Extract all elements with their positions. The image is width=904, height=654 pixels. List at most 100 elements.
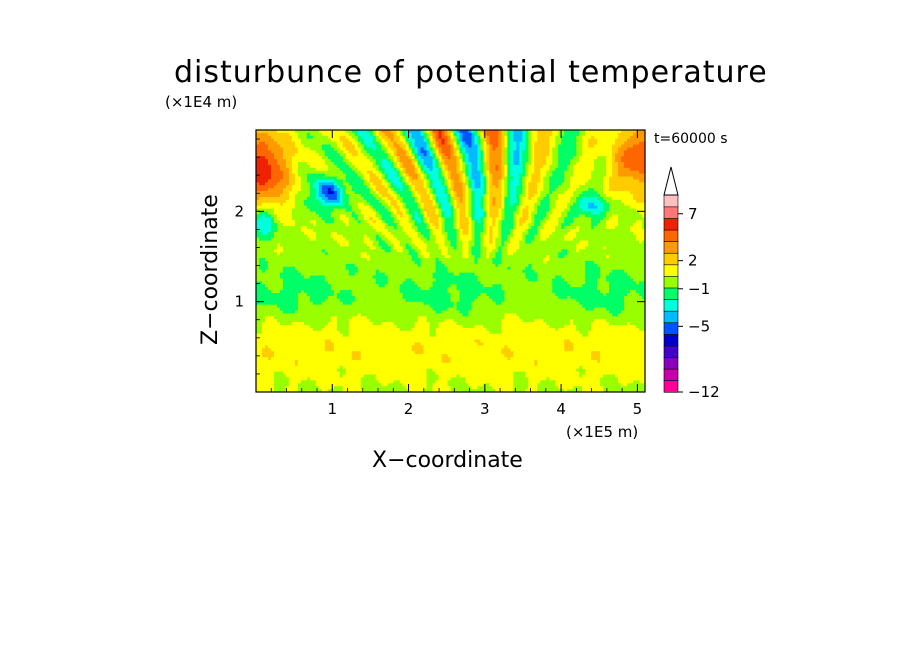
field-cell [456,182,461,186]
field-cell [342,208,347,213]
field-cell [525,132,529,137]
field-cell [633,167,637,172]
field-cell [579,130,583,134]
field-cell [573,147,577,151]
field-cell [336,226,341,230]
field-cell [501,234,505,239]
field-cell [498,205,502,210]
field-cell [327,217,332,221]
field-cell [258,188,263,192]
field-cell [285,147,290,151]
field-cell [519,199,523,204]
field-cell [357,231,362,236]
field-cell [642,144,645,149]
field-cell [372,185,377,189]
field-cell [366,208,371,213]
field-cell [408,150,413,154]
field-cell [384,132,389,137]
field-cell [375,220,380,224]
field-cell [522,135,526,140]
field-cell [558,159,562,163]
field-cell [555,231,559,236]
field-cell [627,141,631,146]
field-cell [264,220,269,224]
field-cell [375,226,380,230]
field-cell [256,194,260,198]
field-cell [288,167,293,172]
field-cell [546,179,550,183]
field-cell [300,162,305,166]
field-cell [315,240,320,245]
field-cell [351,164,356,169]
field-cell [456,188,461,192]
field-cell [633,214,637,218]
field-cell [288,188,293,192]
field-cell [384,211,389,216]
field-cell [621,211,625,216]
field-cell [600,220,604,224]
field-cell [627,226,631,230]
field-cell [438,179,443,183]
field-cell [444,132,449,137]
field-cell [399,211,404,216]
field-cell [489,182,493,186]
field-cell [303,170,308,175]
field-cell [546,150,550,154]
field-cell [474,170,479,175]
field-cell [549,130,553,134]
field-cell [432,205,437,210]
field-cell [564,130,568,134]
field-cell [279,199,284,204]
field-cell [336,179,341,183]
field-cell [606,199,610,204]
field-cell [366,185,371,189]
field-cell [444,156,449,160]
field-cell [552,138,556,143]
field-cell [444,220,449,224]
field-cell [477,156,482,160]
field-cell [348,164,353,169]
field-cell [405,156,410,160]
field-cell [522,199,526,204]
field-cell [405,231,410,236]
field-cell [291,226,296,230]
field-cell [519,173,523,178]
field-cell [531,228,535,233]
field-cell [504,173,508,178]
field-cell [606,130,610,134]
field-cell [486,150,490,154]
field-cell [459,182,464,186]
field-cell [615,234,619,239]
field-cell [480,138,485,143]
field-cell [543,202,547,207]
field-cell [564,179,568,183]
field-cell [324,188,329,192]
field-cell [459,234,464,239]
field-cell [465,234,470,239]
field-cell [465,208,470,213]
field-cell [258,144,263,149]
field-cell [624,228,628,233]
field-cell [411,182,416,186]
field-cell [453,199,458,204]
field-cell [270,147,275,151]
field-cell [357,208,362,213]
field-cell [630,130,634,134]
field-cell [525,237,529,242]
field-cell [348,231,353,236]
field-cell [441,220,446,224]
field-cell [567,176,571,181]
field-cell [639,182,643,186]
field-cell [573,132,577,137]
field-cell [390,179,395,183]
field-cell [306,188,311,192]
field-cell [618,214,622,218]
field-cell [321,176,326,181]
field-cell [369,211,374,216]
field-cell [450,191,455,195]
field-cell [630,185,634,189]
field-cell [315,167,320,172]
field-cell [474,208,479,213]
field-cell [498,226,502,230]
field-cell [345,220,350,224]
